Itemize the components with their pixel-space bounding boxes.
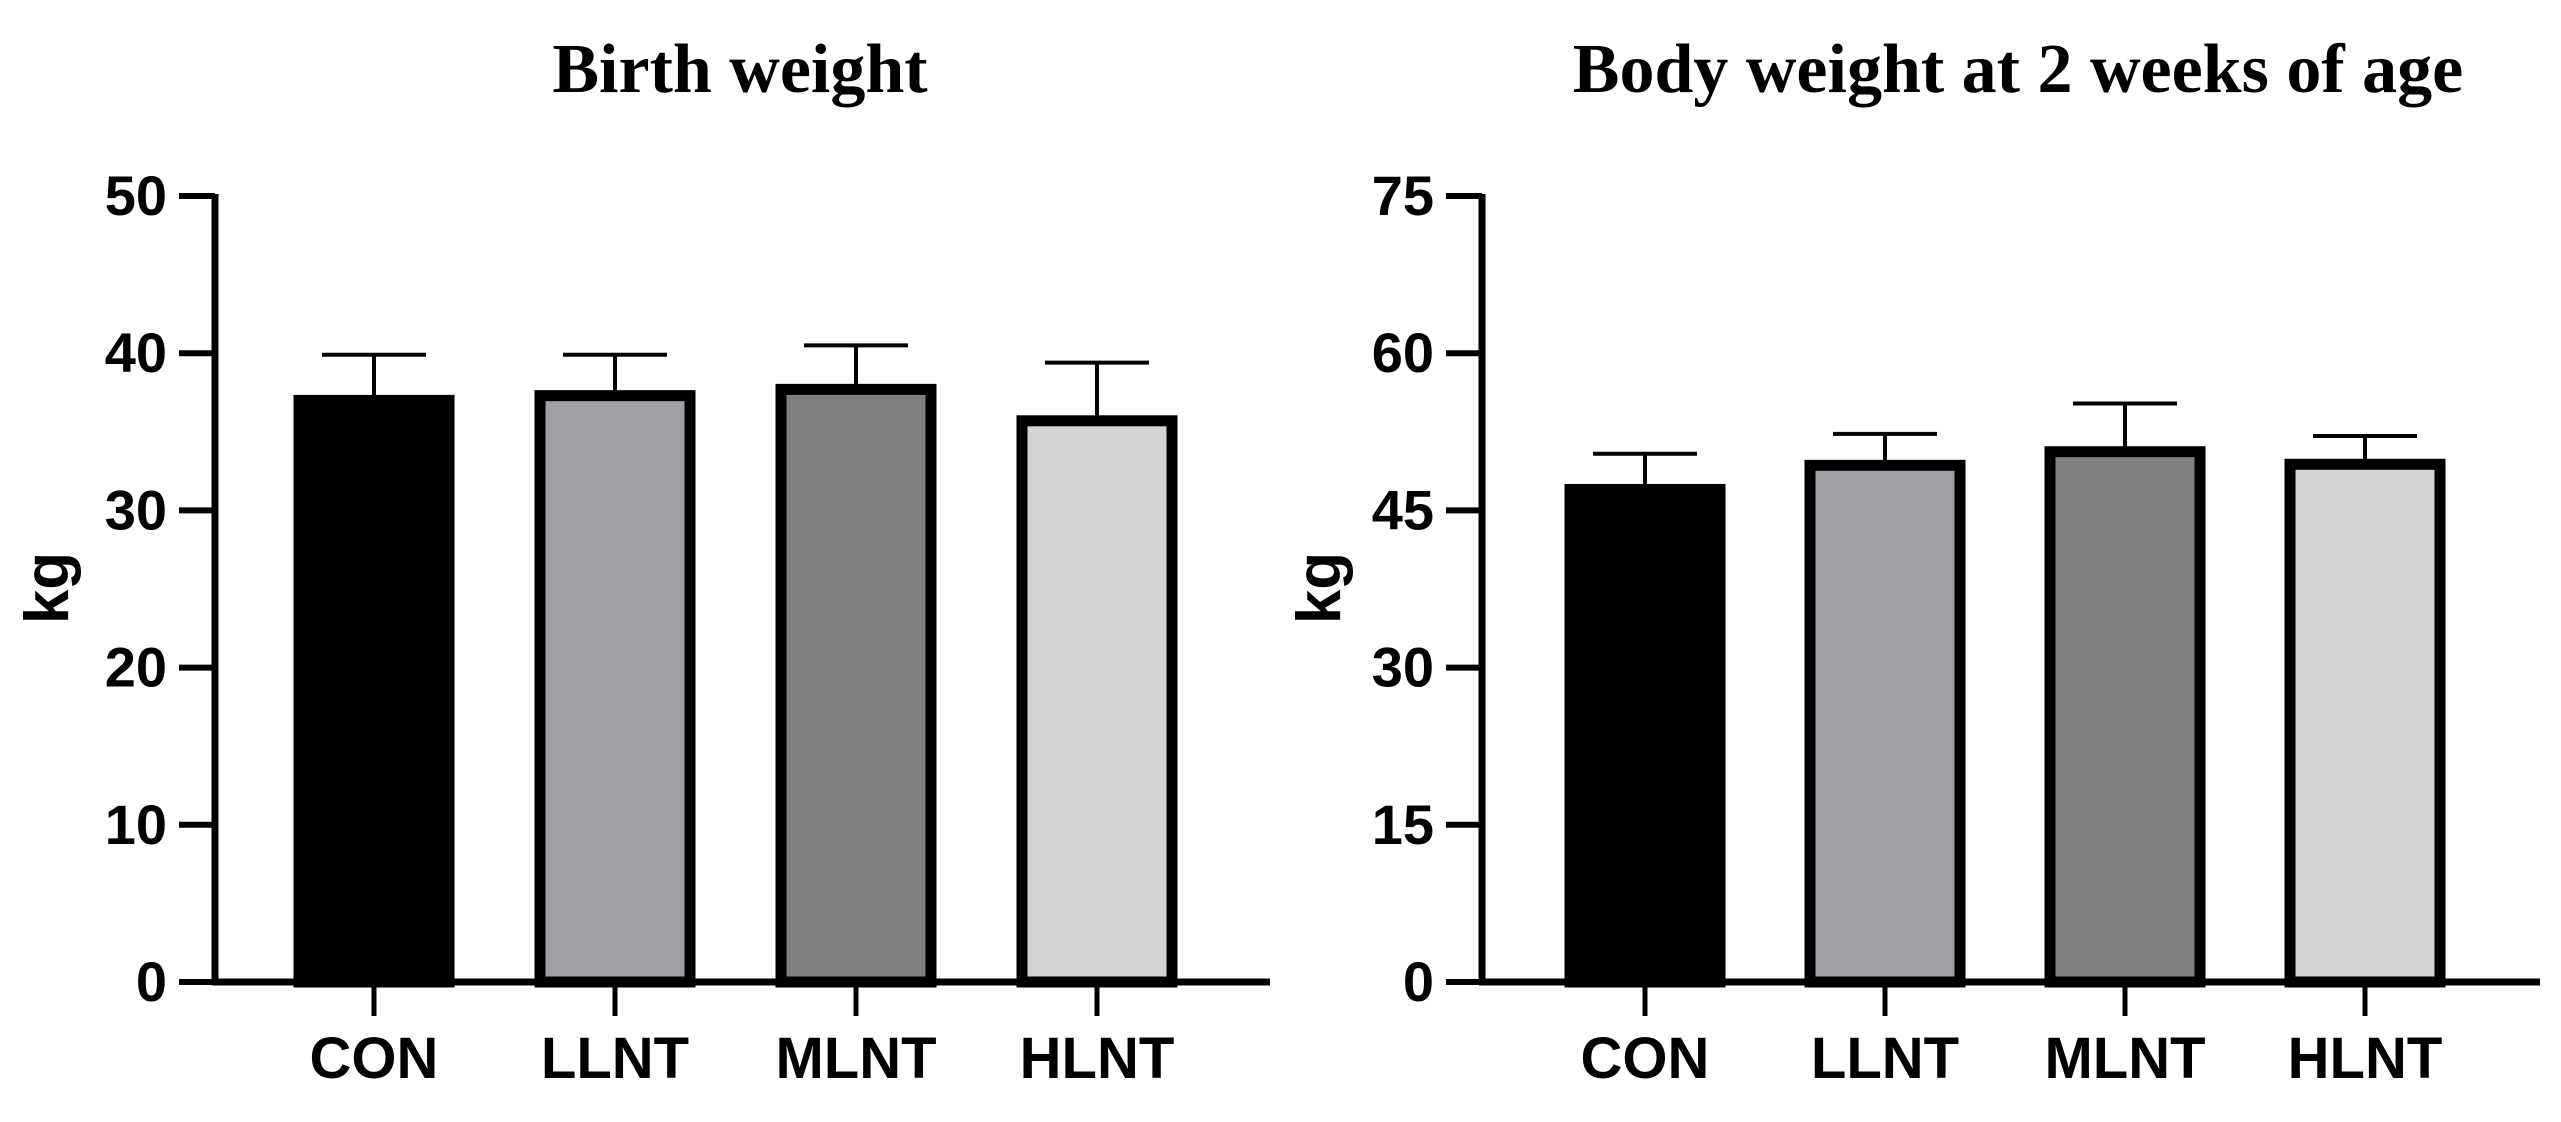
category-labels: CON LLNT MLNT HLNT xyxy=(1581,982,2443,1091)
y-axis-ticks: 0 15 30 45 60 75 xyxy=(1372,164,1482,1013)
bar-con xyxy=(293,394,455,988)
y-tick-label: 10 xyxy=(105,793,167,856)
category-label-mlnt: MLNT xyxy=(775,1026,936,1091)
category-label-con: CON xyxy=(310,1026,439,1091)
bar-llnt xyxy=(1804,459,1966,988)
y-tick-label: 0 xyxy=(1403,950,1434,1013)
error-bars xyxy=(322,343,1149,421)
y-tick-label: 15 xyxy=(1372,793,1434,856)
y-tick-label: 30 xyxy=(105,478,167,541)
bar-hlnt xyxy=(1016,415,1178,988)
bar-mlnt xyxy=(775,383,937,988)
y-tick-label: 50 xyxy=(105,164,167,227)
y-tick-label: 20 xyxy=(105,636,167,699)
y-tick-label: 45 xyxy=(1372,478,1434,541)
category-labels: CON LLNT MLNT HLNT xyxy=(310,982,1175,1091)
y-axis-title: kg xyxy=(13,552,82,624)
chart-panel-birth-weight: Birth weight kg 0 10 20 30 40 50 CON LLNT MLNT H… xyxy=(13,31,1270,1091)
category-label-con: CON xyxy=(1581,1026,1710,1091)
category-label-hlnt: HLNT xyxy=(2288,1026,2443,1091)
bars xyxy=(1564,446,2446,988)
category-label-llnt: LLNT xyxy=(1811,1026,1959,1091)
chart-panel-body-weight-2-weeks: Body weight at 2 weeks of age kg 0 15 30 45… xyxy=(1285,31,2540,1091)
bar-hlnt xyxy=(2284,458,2446,988)
category-label-llnt: LLNT xyxy=(541,1026,689,1091)
bar-mlnt xyxy=(2044,446,2206,988)
chart-title: Birth weight xyxy=(552,31,927,108)
bar-llnt xyxy=(534,390,696,988)
y-tick-label: 40 xyxy=(105,321,167,384)
y-tick-label: 0 xyxy=(136,950,167,1013)
y-axis-ticks: 0 10 20 30 40 50 xyxy=(105,164,215,1013)
y-tick-label: 60 xyxy=(1372,321,1434,384)
y-tick-label: 75 xyxy=(1372,164,1434,227)
y-axis-title: kg xyxy=(1285,552,1354,624)
category-label-mlnt: MLNT xyxy=(2044,1026,2205,1091)
chart-title: Body weight at 2 weeks of age xyxy=(1573,31,2463,108)
bars xyxy=(293,383,1178,988)
bar-con xyxy=(1564,483,1726,988)
category-label-hlnt: HLNT xyxy=(1020,1026,1175,1091)
y-tick-label: 30 xyxy=(1372,636,1434,699)
